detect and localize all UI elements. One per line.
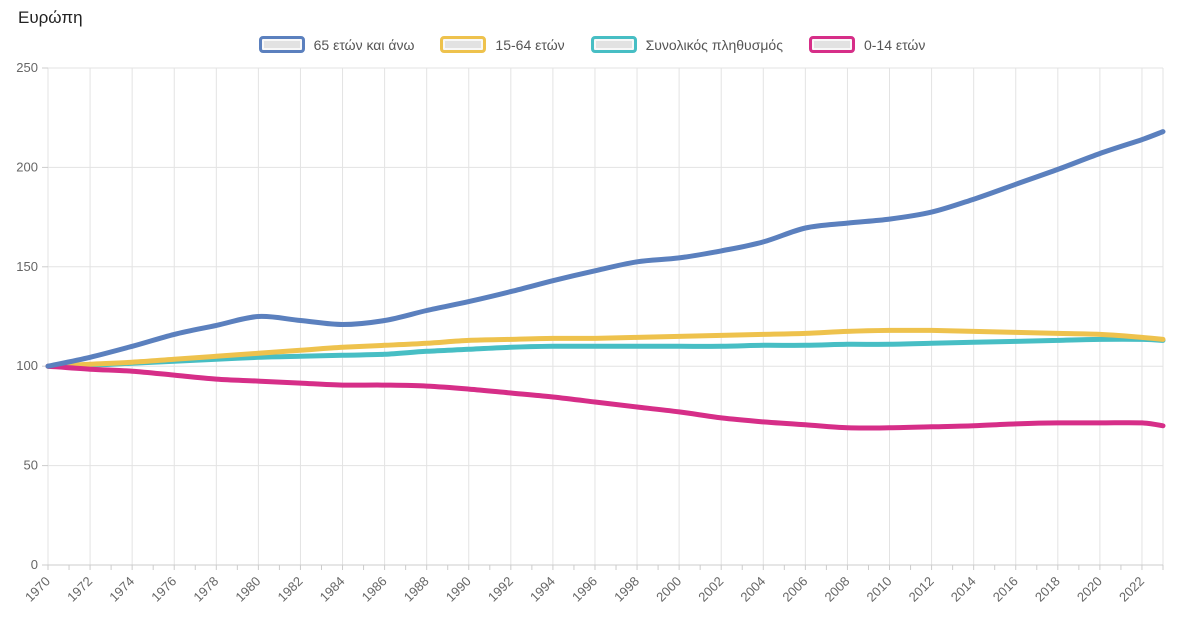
x-tick-label: 2022 (1116, 574, 1147, 605)
legend: 65 ετών και άνω 15-64 ετών Συνολικός πληθυ… (0, 36, 1184, 53)
y-tick-label: 150 (16, 259, 38, 274)
x-tick-label: 1970 (22, 574, 53, 605)
x-tick-label: 1982 (275, 574, 306, 605)
x-tick-label: 1998 (611, 574, 642, 605)
legend-swatch-icon (590, 36, 637, 53)
x-tick-label: 2002 (695, 574, 726, 605)
legend-label: 0-14 ετών (863, 36, 926, 53)
x-tick-label: 2008 (821, 574, 852, 605)
x-axis-labels: 1970 1972 1974 1976 1978 1980 1982 1984 1986 1988… (22, 574, 1147, 605)
x-tick-label: 1996 (569, 574, 600, 605)
chart-title: Ευρώπη (18, 8, 83, 27)
legend-item-2[interactable]: Συνολικός πληθυσμός (590, 36, 783, 53)
x-tick-label: 1976 (148, 574, 179, 605)
x-tick-label: 2020 (1074, 574, 1105, 605)
x-tick-label: 1984 (317, 574, 348, 605)
x-tick-label: 2010 (864, 574, 895, 605)
series-line-2[interactable] (45, 336, 1166, 369)
y-tick-label: 100 (16, 358, 38, 373)
y-tick-label: 250 (16, 60, 38, 75)
x-tick-label: 1988 (401, 574, 432, 605)
legend-item-1[interactable]: 15-64 ετών (440, 36, 565, 53)
legend-swatch-icon (808, 36, 855, 53)
x-tick-label: 1974 (106, 574, 137, 605)
gridlines (47, 67, 1164, 566)
x-tick-label: 2014 (948, 574, 979, 605)
legend-swatch-icon (440, 36, 487, 53)
x-tick-label: 1994 (527, 574, 558, 605)
y-axis-labels: 0 50 100 150 200 250 (16, 60, 38, 572)
x-tick-label: 2016 (990, 574, 1021, 605)
x-tick-label: 2006 (779, 574, 810, 605)
x-tick-label: 2018 (1032, 574, 1063, 605)
x-tick-label: 1990 (443, 574, 474, 605)
legend-item-0[interactable]: 65 ετών και άνω (258, 36, 415, 53)
legend-label: Συνολικός πληθυσμός (645, 36, 783, 53)
legend-label: 15-64 ετών (495, 36, 565, 53)
series-lines (45, 129, 1166, 431)
x-tick-label: 2000 (653, 574, 684, 605)
legend-label: 65 ετών και άνω (313, 36, 415, 53)
legend-item-3[interactable]: 0-14 ετών (808, 36, 926, 53)
series-line-1[interactable] (45, 327, 1166, 369)
x-tick-label: 1978 (190, 574, 221, 605)
x-tick-label: 2012 (906, 574, 937, 605)
x-tick-label: 1992 (485, 574, 516, 605)
series-line-0[interactable] (45, 129, 1166, 369)
y-tick-label: 0 (31, 557, 38, 572)
legend-swatch-icon (258, 36, 305, 53)
series-line-3[interactable] (45, 363, 1166, 431)
x-tick-label: 1980 (232, 574, 263, 605)
y-tick-label: 200 (16, 159, 38, 174)
x-tick-label: 2004 (737, 574, 768, 605)
y-tick-label: 50 (24, 458, 38, 473)
x-tick-label: 1986 (359, 574, 390, 605)
x-tick-label: 1972 (64, 574, 95, 605)
axis-ticks (42, 67, 1164, 570)
